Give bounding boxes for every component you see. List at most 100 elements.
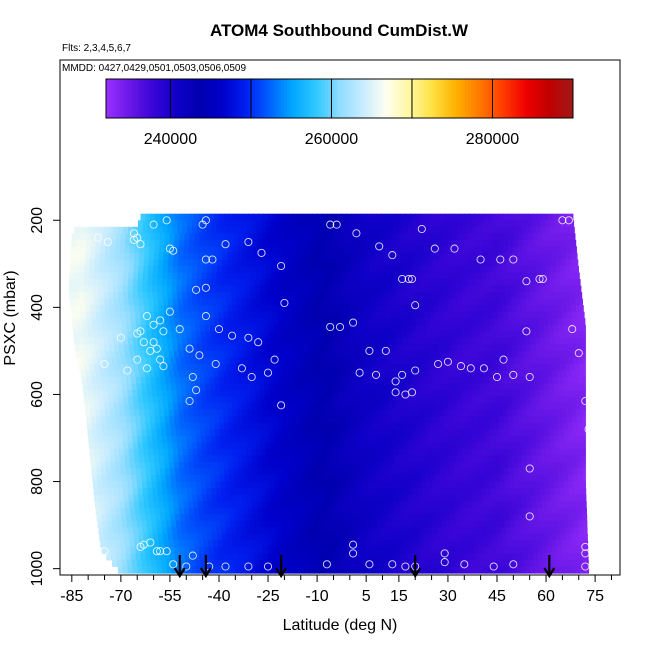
field-cell [397,337,404,345]
field-cell [230,481,236,489]
field-cell [548,324,554,332]
field-cell [466,390,472,398]
field-cell [461,527,467,535]
field-cell [299,220,306,228]
field-cell [481,344,488,352]
field-cell [461,292,468,300]
field-cell [398,272,404,280]
field-cell [128,403,135,411]
field-cell [450,429,457,437]
field-cell [472,252,479,260]
field-cell [529,390,536,398]
field-cell [152,226,159,234]
field-cell [269,429,275,437]
field-cell [224,475,231,483]
field-cell [94,266,100,274]
field-cell [326,311,332,319]
field-cell [344,364,350,372]
field-cell [549,435,555,443]
field-cell [574,364,581,372]
field-cell [230,520,236,528]
field-cell [455,357,461,365]
field-cell [344,259,351,267]
field-cell [520,292,526,300]
field-cell [288,520,295,528]
field-cell [405,422,412,430]
field-cell [206,292,212,300]
field-cell [498,233,504,241]
field-cell [282,213,289,221]
field-cell [402,292,409,300]
field-cell [114,344,120,352]
field-cell [552,311,558,319]
field-cell [189,416,195,424]
field-cell [182,272,188,280]
field-cell [216,220,222,228]
field-cell [146,324,152,332]
field-cell [527,233,534,241]
field-cell [462,298,468,306]
field-cell [340,409,347,417]
field-cell [373,488,379,496]
field-cell [204,318,210,326]
field-cell [476,488,482,496]
field-cell [134,350,141,358]
field-cell [383,448,390,456]
field-cell [246,364,252,372]
field-cell [461,396,468,404]
field-cell [378,292,384,300]
field-cell [156,475,162,483]
field-cell [93,292,100,300]
field-cell [383,396,389,404]
field-cell [247,305,253,313]
field-cell [254,383,260,391]
field-cell [341,233,347,241]
field-cell [456,527,463,535]
field-cell [131,324,137,332]
field-cell [549,292,556,300]
field-cell [398,448,405,456]
field-cell [174,233,181,241]
field-cell [290,403,297,411]
field-cell [140,318,147,326]
field-cell [182,226,188,234]
field-cell [370,311,376,319]
field-cell [201,390,207,398]
field-cell [411,475,417,483]
field-cell [173,259,179,267]
field-cell [395,233,401,241]
field-cell [510,220,517,228]
field-cell [453,501,459,509]
field-cell [282,416,288,424]
field-cell [505,279,512,287]
field-cell [316,246,322,254]
field-cell [494,514,500,522]
field-cell [517,311,524,319]
field-cell [454,416,460,424]
field-cell [445,377,451,385]
field-cell [189,239,195,247]
field-cell [127,488,134,496]
field-cell [535,337,541,345]
field-cell [129,305,135,313]
field-cell [267,246,273,254]
field-cell [522,507,529,515]
field-cell [79,364,85,372]
field-cell [166,390,173,398]
field-cell [381,429,388,437]
field-cell [162,442,168,450]
field-cell [239,324,245,332]
field-cell [329,337,335,345]
field-cell [351,377,358,385]
field-cell [167,292,173,300]
field-cell [380,239,386,247]
field-cell [175,324,182,332]
field-cell [549,337,556,345]
field-cell [437,226,443,234]
field-cell [559,226,566,234]
field-cell [183,370,190,378]
field-cell [262,507,268,515]
field-cell [233,468,240,476]
field-cell [577,468,583,476]
field-cell [226,226,232,234]
